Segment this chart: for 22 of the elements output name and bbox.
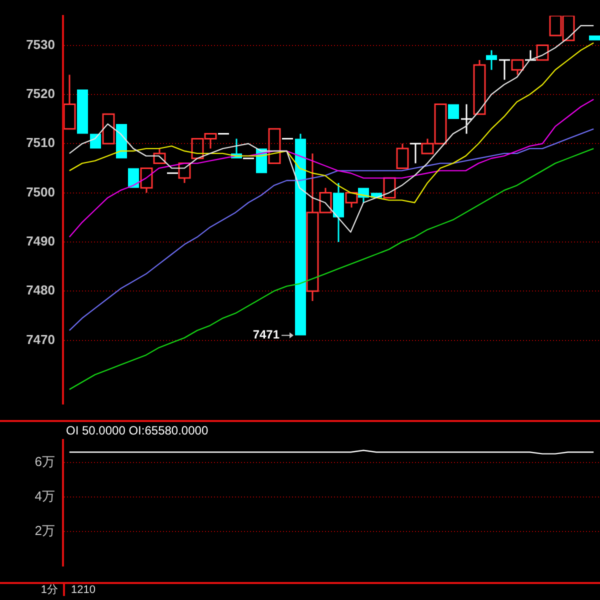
- y-tick-label: 7530: [26, 36, 55, 52]
- y-tick-label: 4万: [34, 488, 55, 504]
- candlestick: [396, 142, 409, 169]
- candlestick: [140, 167, 153, 194]
- candlestick: [409, 142, 422, 164]
- y-tick-label: 6万: [34, 454, 55, 470]
- candlestick: [524, 49, 537, 61]
- y-tick-label: 7470: [26, 332, 55, 347]
- candlestick: [511, 59, 524, 76]
- y-tick-label: 7510: [26, 135, 55, 150]
- y-tick-label: 7480: [26, 282, 55, 298]
- text: 1210: [70, 584, 96, 596]
- y-tick-label: 7500: [26, 184, 55, 200]
- text: 1分: [0, 584, 65, 596]
- chart-title: OI 50.0000 OI:65580.0000: [66, 423, 208, 438]
- annotation: 7471: [252, 328, 280, 342]
- candlestick: [63, 74, 76, 130]
- y-tick-label: 7490: [26, 234, 55, 249]
- candlestick: [498, 59, 511, 80]
- y-tick-label: 2万: [34, 523, 55, 538]
- y-tick-label: 7520: [26, 86, 55, 102]
- candlestick: [460, 104, 473, 135]
